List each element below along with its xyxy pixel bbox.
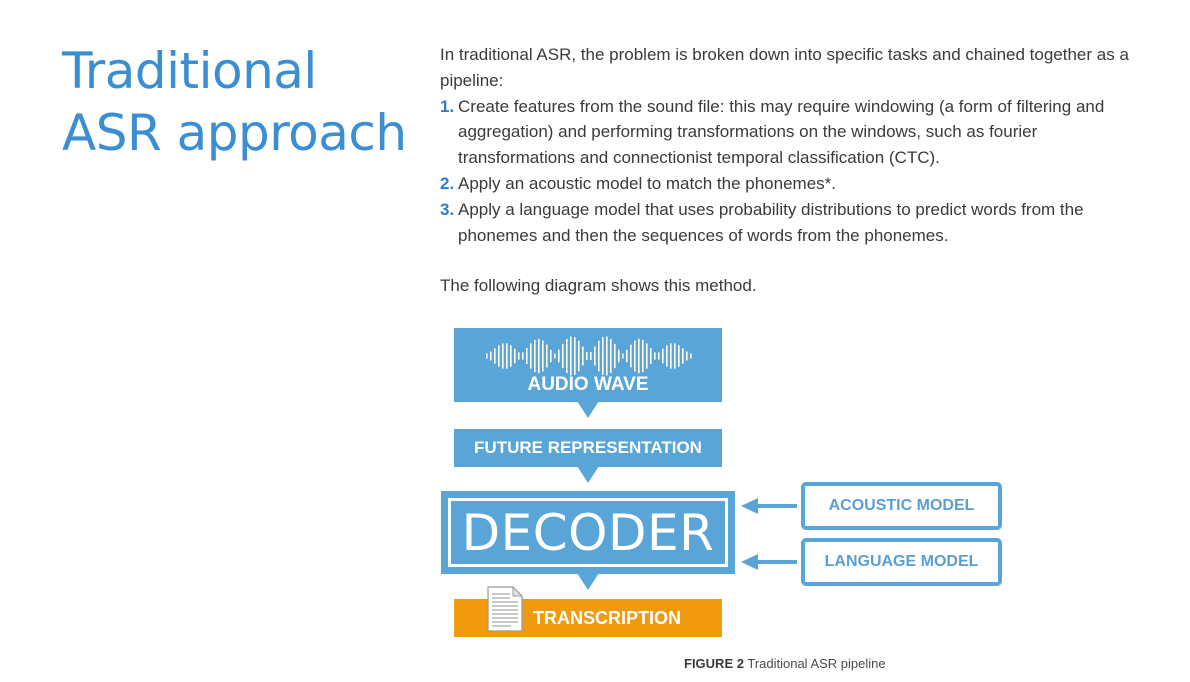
page-title-line2: ASR approach xyxy=(62,104,407,162)
body-text: In traditional ASR, the problem is broke… xyxy=(440,42,1140,299)
waveform-icon xyxy=(486,336,692,376)
page-title: Traditional ASR approach xyxy=(62,40,422,164)
audio-wave-label: AUDIO WAVE xyxy=(527,374,649,395)
transcription-label: TRANSCRIPTION xyxy=(533,607,681,628)
acoustic-arrow-head xyxy=(741,498,758,514)
decoder-label: DECODER xyxy=(448,498,728,567)
step-text: Apply an acoustic model to match the pho… xyxy=(458,173,836,193)
step-text: Apply a language model that uses probabi… xyxy=(458,199,1084,245)
language-model-box: LANGUAGE MODEL xyxy=(801,538,1002,586)
future-representation-box: FUTURE REPRESENTATION xyxy=(454,429,722,467)
list-item: 3. Apply a language model that uses prob… xyxy=(440,197,1140,249)
steps-list: 1. Create features from the sound file: … xyxy=(440,94,1140,249)
language-model-label: LANGUAGE MODEL xyxy=(824,553,979,570)
step-number: 3. xyxy=(440,199,455,219)
acoustic-model-box: ACOUSTIC MODEL xyxy=(801,482,1002,530)
figure-caption: FIGURE 2 Traditional ASR pipeline xyxy=(684,656,886,671)
list-item: 2. Apply an acoustic model to match the … xyxy=(440,171,1140,197)
intro-paragraph: In traditional ASR, the problem is broke… xyxy=(440,45,1129,90)
page-title-line1: Traditional xyxy=(62,42,317,100)
future-representation-label: FUTURE REPRESENTATION xyxy=(474,438,702,457)
acoustic-model-label: ACOUSTIC MODEL xyxy=(828,497,975,514)
audio-wave-pointer xyxy=(577,401,599,418)
figure-caption-text: Traditional ASR pipeline xyxy=(747,656,886,671)
decoder-box: DECODER xyxy=(441,491,735,574)
list-item: 1. Create features from the sound file: … xyxy=(440,94,1140,171)
figure-caption-label: FIGURE 2 xyxy=(684,656,744,671)
future-representation-pointer xyxy=(577,466,599,483)
decoder-pointer xyxy=(577,573,599,590)
step-number: 1. xyxy=(440,96,455,116)
step-number: 2. xyxy=(440,173,455,193)
step-text: Create features from the sound file: thi… xyxy=(458,96,1105,168)
language-arrow-head xyxy=(741,554,758,570)
closing-paragraph: The following diagram shows this method. xyxy=(440,276,757,296)
document-icon xyxy=(487,586,523,632)
audio-wave-box: AUDIO WAVE xyxy=(454,328,722,402)
